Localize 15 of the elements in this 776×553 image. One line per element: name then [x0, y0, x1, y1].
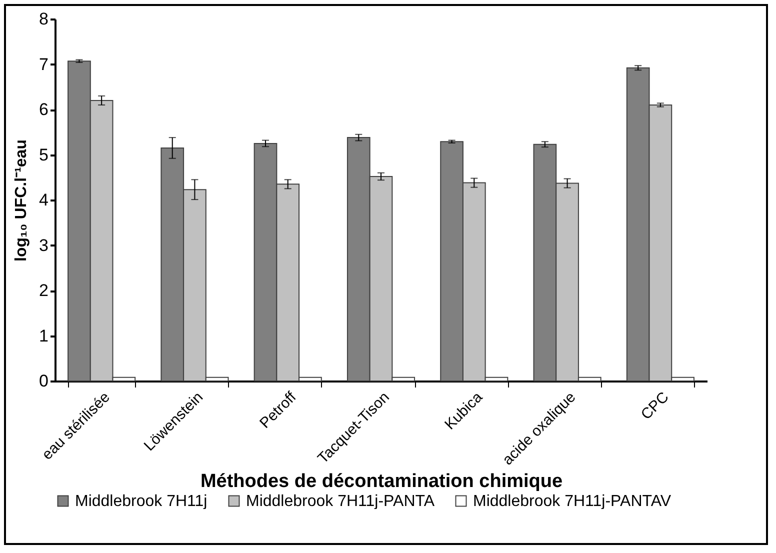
x-tick-label: CPC: [638, 388, 672, 424]
y-tick-label: 6: [39, 100, 48, 119]
y-tick-label: 8: [39, 10, 48, 28]
y-axis-title: log₁₀ UFC.l⁻¹eau: [13, 140, 30, 262]
y-tick-label: 4: [39, 190, 48, 210]
y-tick-label: 0: [39, 372, 48, 390]
legend-label: Middlebrook 7H11j-PANTA: [246, 493, 435, 510]
legend-label: Middlebrook 7H11j-PANTAV: [473, 493, 672, 510]
y-tick-label: 1: [39, 326, 48, 346]
y-tick-label: 5: [39, 145, 48, 164]
legend-label: Middlebrook 7H11j: [75, 493, 208, 510]
y-tick-label: 3: [39, 236, 48, 255]
x-axis-title: Méthodes de décontamination chimique: [200, 470, 563, 492]
y-tick-label: 2: [39, 281, 48, 300]
y-tick-label: 7: [39, 54, 48, 74]
